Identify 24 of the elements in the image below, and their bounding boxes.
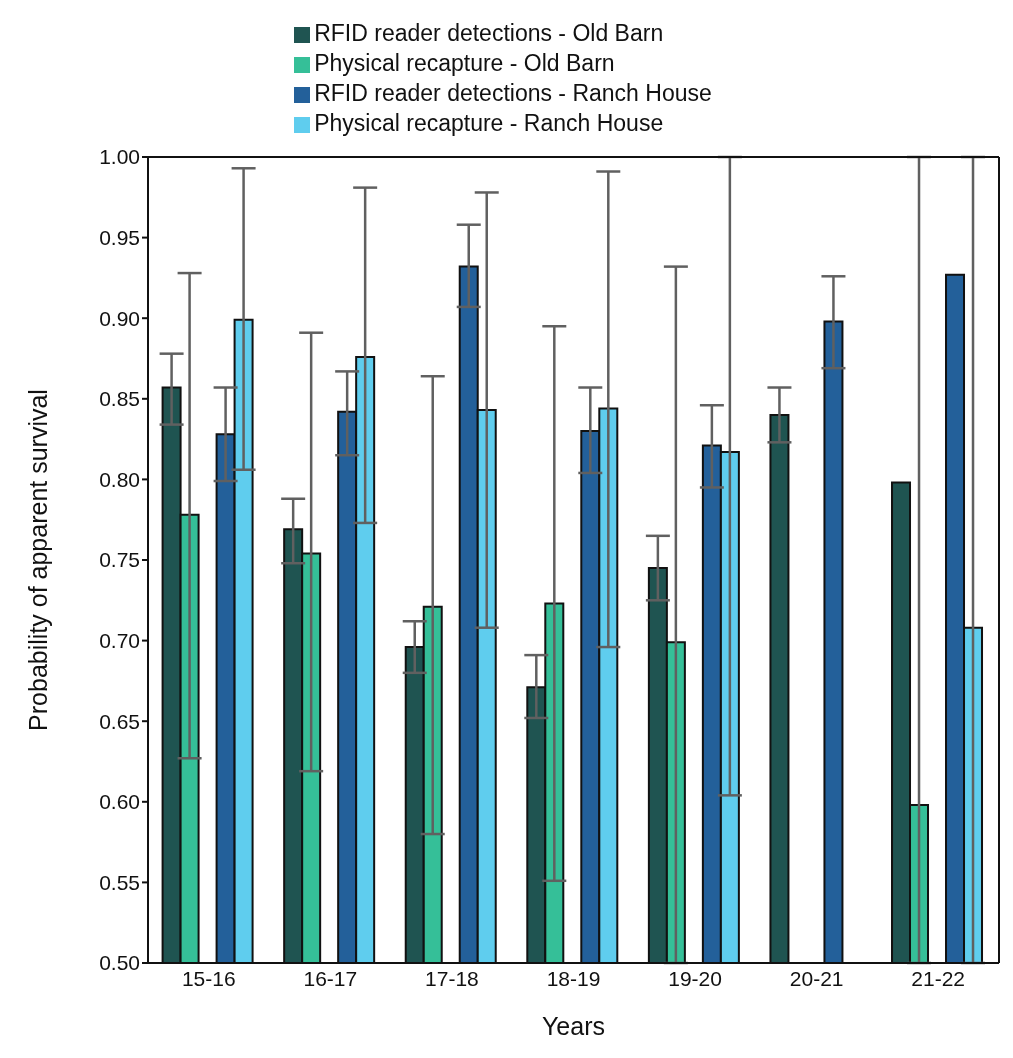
y-tick-label: 0.70 [99,629,140,653]
y-tick-label: 0.90 [99,306,140,330]
x-axis-title: Years [541,1012,606,1040]
x-tick-label: 19-20 [668,966,722,990]
y-tick-label: 0.85 [99,387,140,411]
legend-label: Physical recapture - Ranch House [314,110,664,136]
x-tick-label: 15-16 [181,966,236,990]
y-tick-label: 0.55 [99,870,140,894]
x-tick-label: 16-17 [303,966,358,990]
y-tick-label: 0.65 [99,709,140,733]
y-tick-label: 0.50 [99,951,140,975]
legend-label: Physical recapture - Old Barn [314,50,615,76]
y-tick-label: 0.95 [99,226,140,250]
y-axis-title: Probability of apparent survival [23,389,52,731]
y-tick-label: 0.60 [99,790,140,814]
x-tick-label: 17-18 [425,966,479,990]
y-tick-label: 1.00 [99,145,140,169]
y-tick-label: 0.80 [99,467,140,491]
y-tick-label: 0.75 [99,548,140,572]
legend-label: RFID reader detections - Old Barn [314,20,664,46]
x-tick-label: 21-22 [911,966,966,990]
x-tick-label: 18-19 [546,966,601,990]
x-tick-label: 20-21 [789,966,844,990]
legend-label: RFID reader detections - Ranch House [314,80,712,106]
